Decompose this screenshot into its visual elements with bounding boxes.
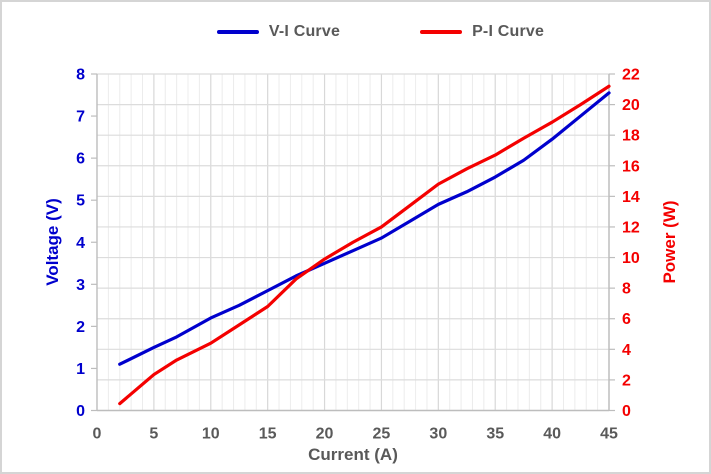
left-axis-tick-label: 3 — [76, 277, 85, 294]
x-axis-tick-label: 20 — [316, 426, 334, 443]
pi-curve-legend-label: P-I Curve — [472, 23, 545, 40]
right-axis-tick-label: 18 — [622, 128, 640, 145]
x-axis-title: Current (A) — [308, 445, 398, 464]
right-axis-tick-label: 20 — [622, 97, 640, 114]
right-axis-tick-label: 12 — [622, 219, 640, 236]
pi-curve-line-swatch — [420, 30, 463, 34]
x-axis-tick-label: 25 — [373, 426, 391, 443]
x-axis-tick-label: 0 — [93, 426, 102, 443]
left-axis-tick-label: 0 — [76, 403, 85, 420]
x-axis-tick-label: 45 — [600, 426, 618, 443]
right-axis-tick-label: 4 — [622, 342, 631, 359]
left-axis-tick-label: 2 — [76, 319, 85, 336]
vi-curve-legend-label: V-I Curve — [268, 23, 341, 40]
x-axis-tick-label: 40 — [543, 426, 561, 443]
right-axis-tick-label: 14 — [622, 189, 640, 206]
right-axis-tick-label: 0 — [622, 403, 631, 420]
right-axis-title: Power (W) — [660, 200, 679, 284]
left-axis-title: Voltage (V) — [43, 198, 62, 286]
vi-curve-series-line — [118, 91, 611, 366]
x-axis-tick-label: 5 — [149, 426, 158, 443]
x-axis-tick-label: 15 — [259, 426, 277, 443]
right-axis-tick-label: 16 — [622, 158, 640, 175]
pi-curve-series-line — [118, 84, 611, 406]
left-axis-tick-label: 7 — [76, 109, 85, 126]
vi-curve-line-swatch — [216, 30, 259, 34]
left-axis-tick-label: 6 — [76, 151, 85, 168]
left-axis-tick-label: 4 — [76, 235, 85, 252]
chart-legend: V-I Curve P-I Curve — [27, 23, 709, 41]
legend-item-vi-curve[interactable]: V-I Curve — [216, 23, 341, 41]
right-axis-tick-label: 6 — [622, 311, 631, 328]
x-axis-tick-label: 10 — [202, 426, 220, 443]
right-axis-tick-label: 8 — [622, 281, 631, 298]
left-axis-tick-label: 5 — [76, 193, 85, 210]
left-axis-tick-label: 8 — [76, 67, 85, 84]
right-axis-tick-label: 10 — [622, 250, 640, 267]
right-axis-tick-label: 2 — [622, 372, 631, 389]
x-axis-tick-label: 30 — [429, 426, 447, 443]
left-axis-tick-label: 1 — [76, 361, 85, 378]
x-axis-tick-label: 35 — [486, 426, 504, 443]
legend-item-pi-curve[interactable]: P-I Curve — [420, 23, 544, 41]
right-axis-tick-label: 22 — [622, 67, 640, 84]
